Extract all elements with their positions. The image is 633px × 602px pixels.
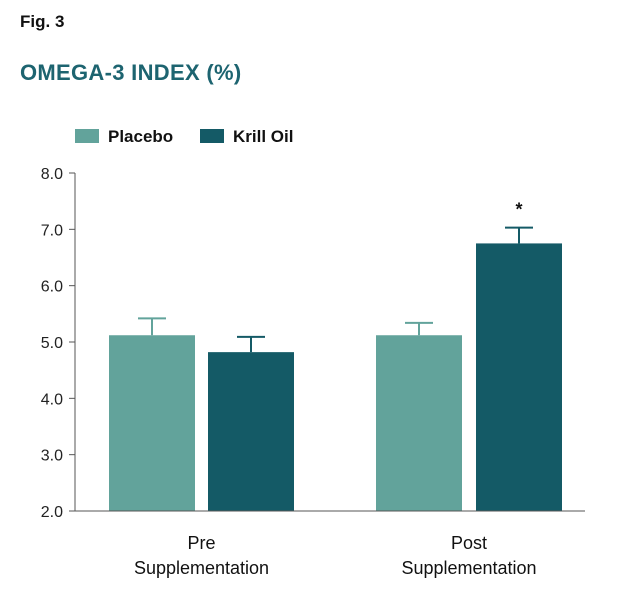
x-category-label-1-line2: Supplementation <box>401 558 536 578</box>
bars: * <box>109 200 562 511</box>
y-tick-label-4: 6.0 <box>41 279 63 296</box>
x-category-label-0-line1: Pre <box>187 533 215 553</box>
figure-label: Fig. 3 <box>20 12 65 31</box>
legend-swatch-0 <box>75 129 99 143</box>
x-axis: Pre Supplementation Post Supplementation <box>75 510 585 578</box>
y-tick-label-5: 7.0 <box>41 222 63 239</box>
y-axis: 2.0 3.0 4.0 5.0 6.0 7.0 8.0 <box>41 166 76 521</box>
bar-1-0 <box>376 335 462 511</box>
x-category-label-1-line1: Post <box>451 533 487 553</box>
legend: Placebo Krill Oil <box>75 127 293 146</box>
y-tick-label-3: 5.0 <box>41 335 63 352</box>
y-tick-label-2: 4.0 <box>41 391 63 408</box>
y-tick-label-6: 8.0 <box>41 166 63 183</box>
bar-0-1 <box>208 352 294 511</box>
annotation-0: * <box>515 200 522 220</box>
chart-title: OMEGA-3 INDEX (%) <box>20 60 242 85</box>
y-tick-label-1: 3.0 <box>41 448 63 465</box>
y-tick-label-0: 2.0 <box>41 504 63 521</box>
legend-label-1: Krill Oil <box>233 127 293 146</box>
x-category-label-0-line2: Supplementation <box>134 558 269 578</box>
bar-0-0 <box>109 335 195 511</box>
legend-label-0: Placebo <box>108 127 173 146</box>
legend-swatch-1 <box>200 129 224 143</box>
bar-1-1 <box>476 243 562 511</box>
